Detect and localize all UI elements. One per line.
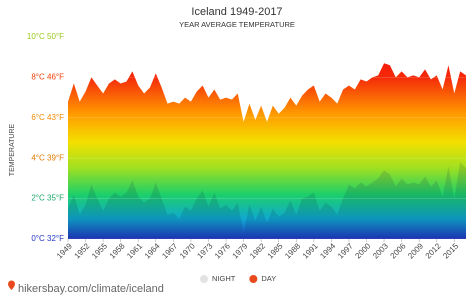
pin-icon (8, 280, 15, 290)
x-tick-label: 1985 (266, 241, 285, 260)
x-tick-label: 2012 (424, 241, 443, 260)
legend-label: DAY (261, 274, 276, 283)
x-tick-label: 1967 (160, 241, 179, 260)
x-tick-label: 1949 (55, 241, 74, 260)
legend-marker (249, 275, 258, 283)
x-tick-label: 1988 (283, 241, 302, 260)
x-tick-label: 1970 (178, 241, 197, 260)
y-tick-label: 6°C 43°F (31, 113, 64, 122)
x-tick-label: 1994 (318, 241, 337, 260)
y-tick-label: 8°C 46°F (31, 73, 64, 82)
x-tick-label: 1976 (213, 241, 232, 260)
legend-label: NIGHT (212, 274, 236, 283)
x-tick-label: 1991 (301, 241, 320, 260)
x-tick-label: 1997 (336, 241, 355, 260)
x-tick-label: 1979 (231, 241, 250, 260)
legend-marker (200, 275, 208, 283)
chart-subtitle: YEAR AVERAGE TEMPERATURE (179, 20, 295, 29)
x-tick-label: 2000 (353, 241, 372, 260)
y-tick-label: 2°C 35°F (31, 194, 64, 203)
y-axis-label: TEMPERATURE (9, 123, 16, 176)
x-tick-label: 1958 (108, 241, 127, 260)
source-link: hikersbay.com/climate/iceland (18, 283, 164, 295)
chart-title: Iceland 1949-2017 (191, 6, 282, 18)
x-tick-label: 1982 (248, 241, 267, 260)
x-tick-label: 1964 (143, 241, 162, 260)
y-tick-label: 10°C 50°F (27, 32, 64, 41)
x-tick-label: 1973 (195, 241, 214, 260)
x-tick-label: 1952 (73, 241, 92, 260)
x-tick-label: 1955 (90, 241, 109, 260)
x-tick-label: 2009 (406, 241, 425, 260)
night-area (68, 162, 466, 239)
x-tick-label: 2006 (389, 241, 408, 260)
x-tick-label: 2003 (371, 241, 390, 260)
x-tick-label: 2015 (441, 241, 460, 260)
y-tick-label: 0°C 32°F (31, 234, 64, 243)
y-tick-label: 4°C 39°F (31, 153, 64, 162)
footer: hikersbay.com/climate/iceland (8, 280, 164, 295)
x-tick-label: 1961 (125, 241, 144, 260)
day-area (68, 63, 466, 240)
